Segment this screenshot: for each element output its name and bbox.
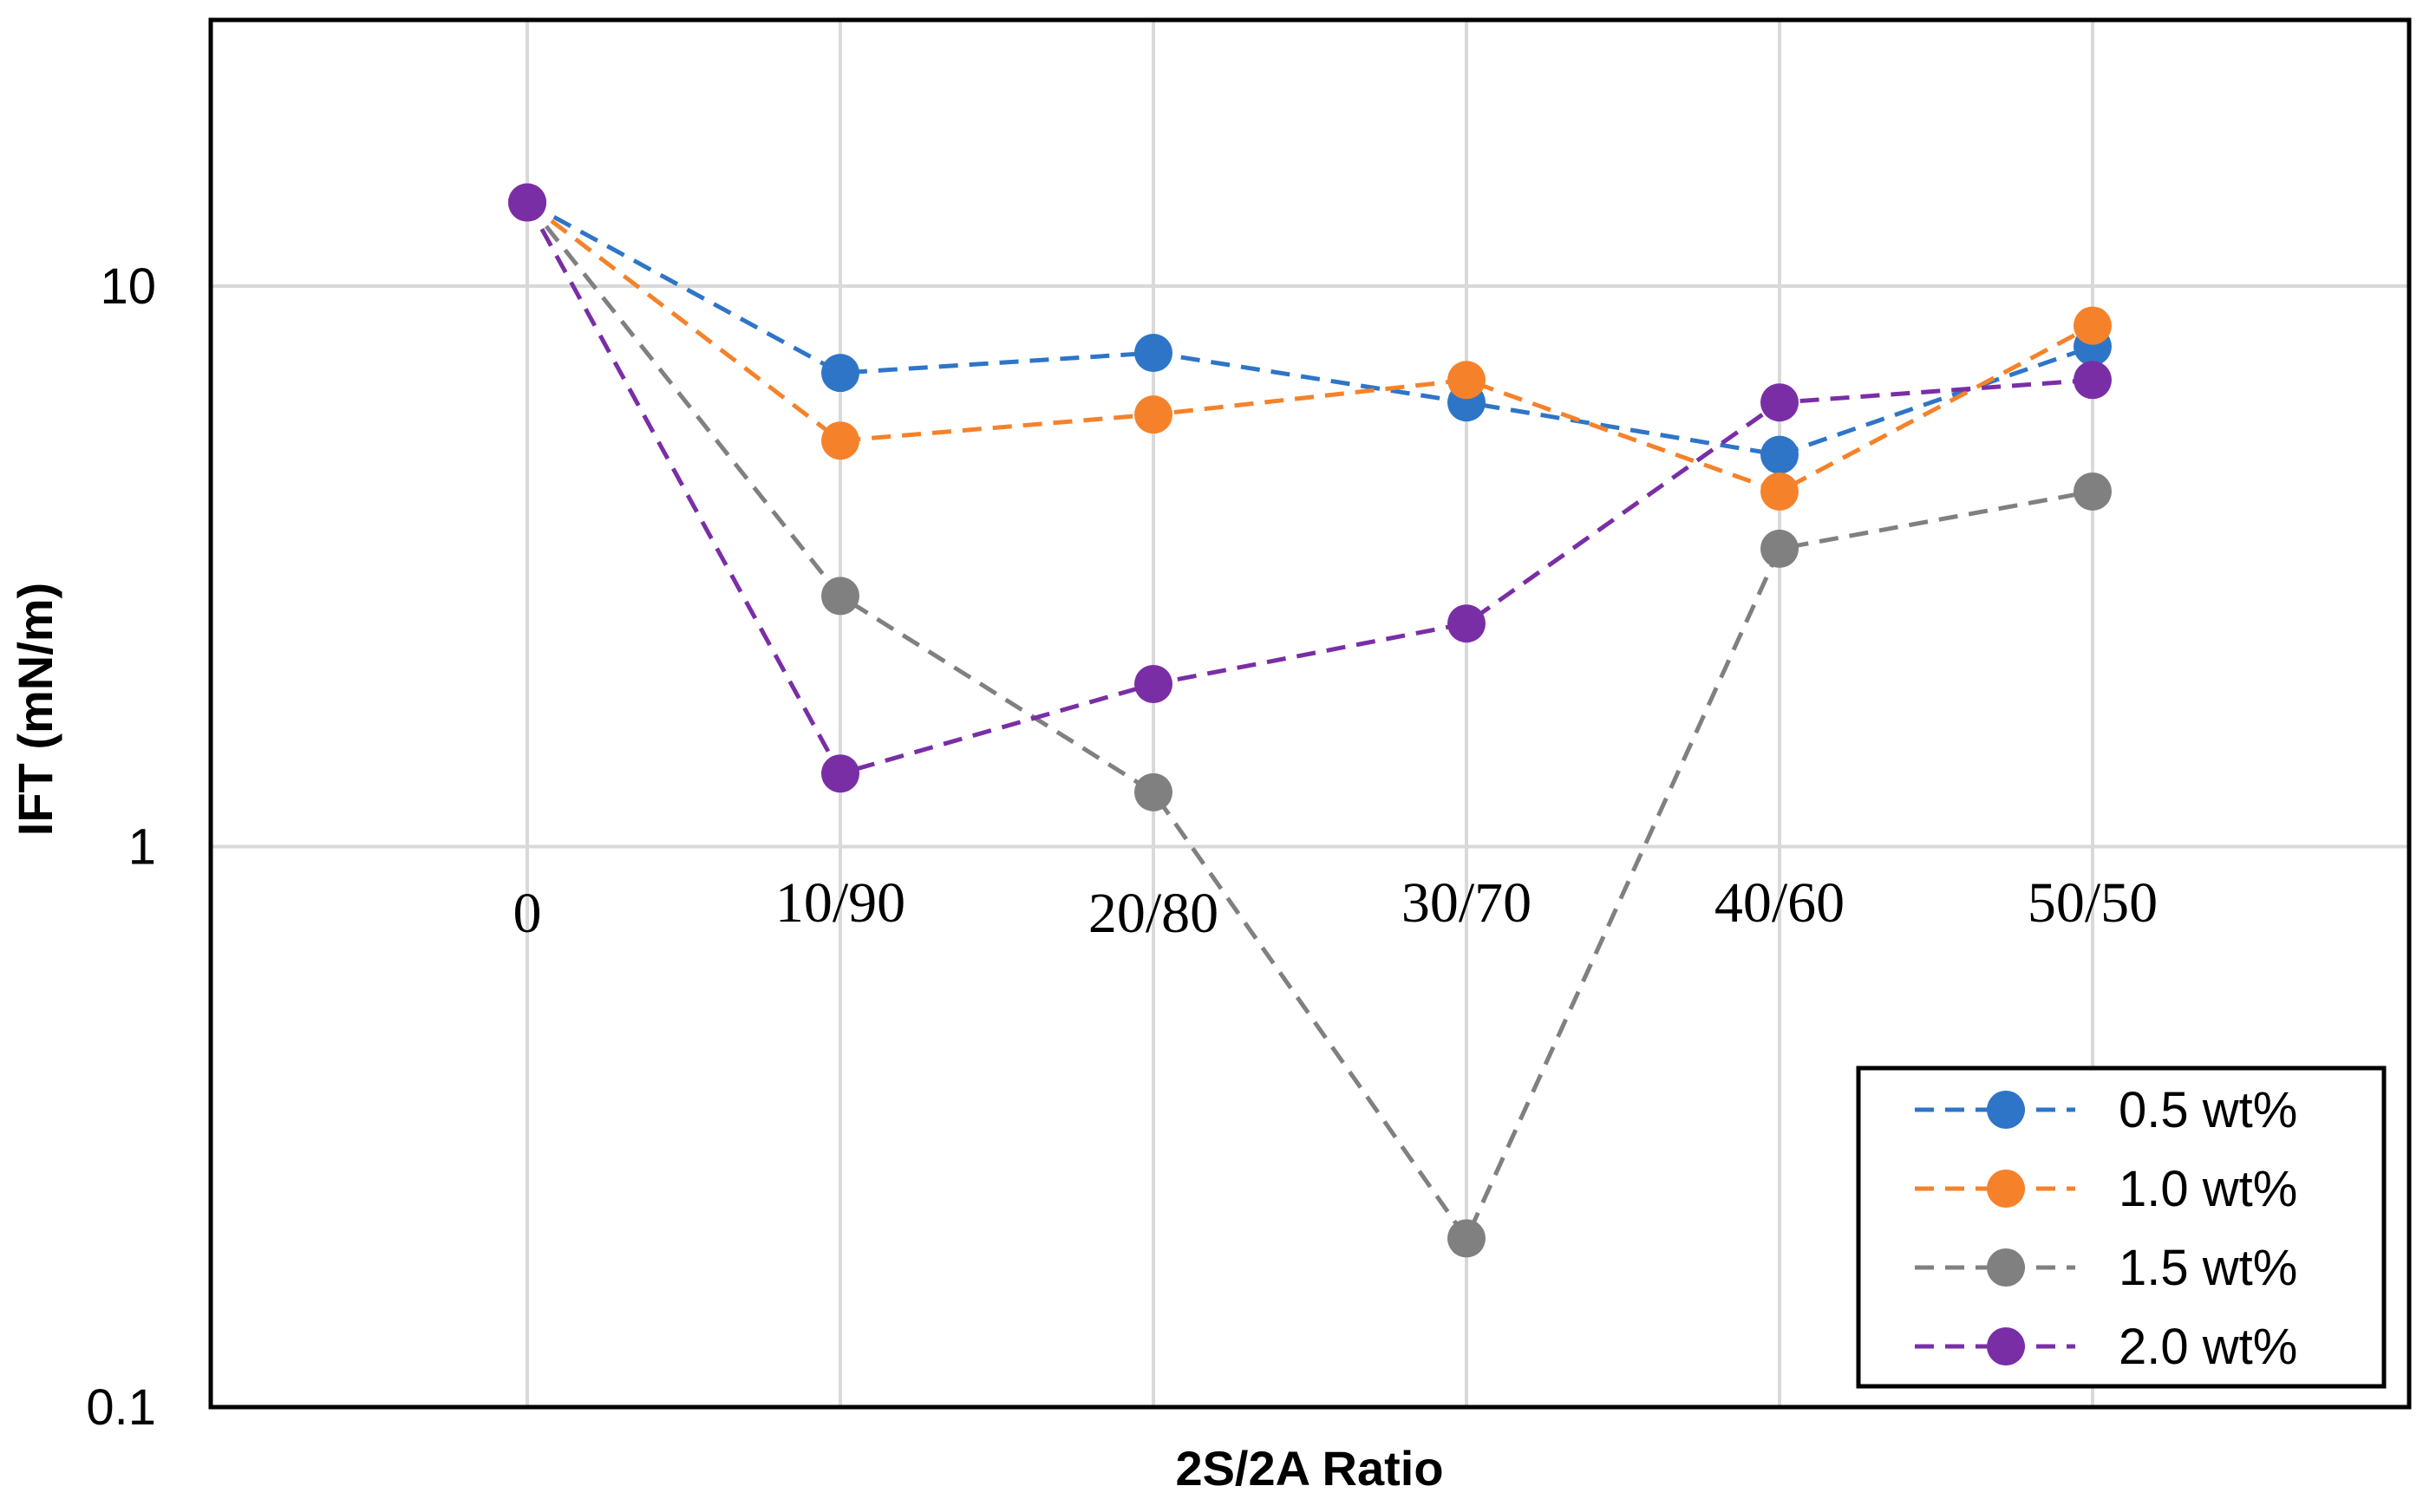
series-line <box>526 200 2094 494</box>
legend-marker <box>1987 1091 2025 1129</box>
plot-frame <box>208 17 2412 1410</box>
x-tick-label: 40/60 <box>1714 871 1845 935</box>
x-tick-label: 30/70 <box>1401 871 1532 935</box>
data-point <box>1447 361 1486 400</box>
y-tick-labels: 0.1 1 10 <box>86 258 156 1436</box>
y-tick-label: 0.1 <box>86 1379 156 1436</box>
data-point <box>821 421 859 460</box>
data-point <box>821 577 859 616</box>
data-point <box>1760 435 1799 474</box>
data-point <box>1760 472 1799 511</box>
data-point <box>1134 334 1172 373</box>
x-tick-label: 20/80 <box>1088 882 1218 945</box>
data-point <box>508 183 546 222</box>
data-point <box>1447 604 1486 643</box>
data-point <box>1760 383 1799 422</box>
data-point <box>2074 361 2112 400</box>
legend-marker <box>1987 1327 2025 1365</box>
legend-box <box>1856 1066 2387 1389</box>
x-tick-label: 50/50 <box>2028 871 2158 935</box>
data-point <box>1134 664 1172 703</box>
legend-label: 1.0 wt% <box>2119 1161 2297 1217</box>
data-point <box>1134 395 1172 434</box>
series-line <box>525 201 2093 777</box>
series-layer <box>508 183 2112 1258</box>
x-tick-label: 10/90 <box>775 871 905 935</box>
legend-marker <box>1987 1248 2025 1287</box>
legend-item: 0.5 wt% <box>1915 1082 2297 1138</box>
data-point <box>821 354 859 393</box>
y-tick-label: 1 <box>128 819 156 876</box>
legend-item: 2.0 wt% <box>1915 1319 2297 1375</box>
data-point <box>1760 529 1799 568</box>
legend-marker <box>1987 1170 2025 1208</box>
data-point <box>2074 472 2112 511</box>
data-point <box>821 754 859 793</box>
y-axis-title: IFT (mN/m) <box>8 583 62 836</box>
data-point <box>1134 772 1172 811</box>
series-2-0-wt- <box>508 183 2112 793</box>
series-1-0-wt- <box>508 183 2112 511</box>
legend-label: 0.5 wt% <box>2119 1082 2297 1138</box>
series-line <box>526 200 2093 458</box>
series-0-5-wt- <box>508 183 2112 474</box>
series-line <box>526 200 2093 1243</box>
x-axis-title: 2S/2A Ratio <box>1175 1441 1443 1496</box>
legend-label: 2.0 wt% <box>2119 1319 2297 1375</box>
y-tick-label: 10 <box>100 258 156 315</box>
data-point <box>2074 306 2112 345</box>
x-tick-label: 0 <box>513 882 542 945</box>
x-tick-labels: 0 10/90 20/80 30/70 40/60 50/50 <box>513 871 2158 945</box>
legend-item: 1.5 wt% <box>1915 1240 2297 1296</box>
legend-label: 1.5 wt% <box>2119 1240 2297 1296</box>
legend-item: 1.0 wt% <box>1915 1161 2297 1217</box>
legend: 0.5 wt% 1.0 wt% 1.5 wt% 2.0 wt% <box>1856 1066 2387 1389</box>
data-point <box>1447 1219 1486 1258</box>
